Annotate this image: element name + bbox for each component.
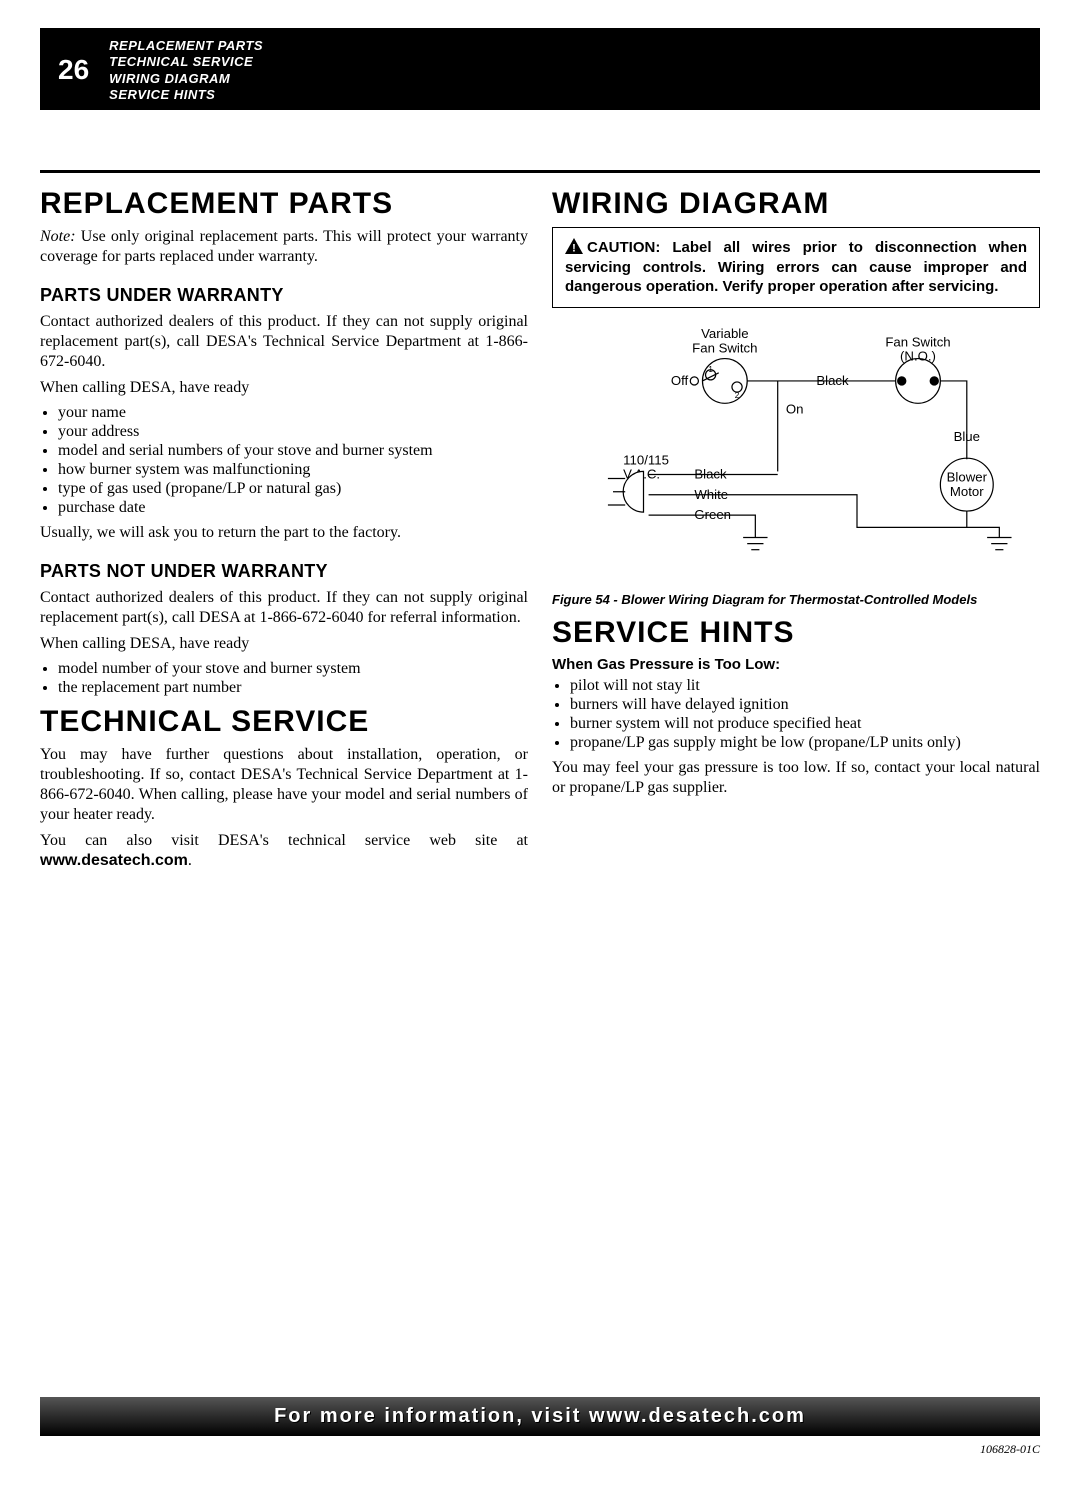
subheading-parts-not-under-warranty: PARTS NOT UNDER WARRANTY — [40, 561, 528, 582]
ground-right-icon — [987, 537, 1011, 549]
list-item: purchase date — [58, 499, 528, 517]
header-line: TECHNICAL SERVICE — [109, 54, 263, 70]
figure-caption: Figure 54 - Blower Wiring Diagram for Th… — [552, 592, 1040, 608]
caution-text: CAUTION: Label all wires prior to discon… — [565, 239, 1027, 295]
two-column-layout: REPLACEMENT PARTS Note: Use only origina… — [40, 179, 1040, 877]
heading-replacement-parts: REPLACEMENT PARTS — [40, 187, 528, 221]
list-item: your address — [58, 423, 528, 441]
paragraph: Contact authorized dealers of this produ… — [40, 312, 528, 372]
paragraph: You may have further questions about ins… — [40, 745, 528, 825]
wiring-diagram-svg: Variable Fan Switch Fan Switch (N.O.) Of… — [552, 324, 1040, 588]
label-vac-1: 110/115 — [623, 452, 669, 467]
text: You can also visit DESA's technical serv… — [40, 832, 528, 849]
list-item: type of gas used (propane/LP or natural … — [58, 480, 528, 498]
list-item: your name — [58, 404, 528, 422]
paragraph: Usually, we will ask you to return the p… — [40, 523, 528, 543]
wire-blue — [940, 380, 966, 458]
terminal-2-label: 2 — [735, 391, 740, 400]
note-text: Use only original replacement parts. Thi… — [40, 228, 528, 265]
heading-wiring-diagram: WIRING DIAGRAM — [552, 187, 1040, 221]
page-number: 26 — [40, 28, 107, 110]
header-line: REPLACEMENT PARTS — [109, 38, 263, 54]
terminal-1-label: 1 — [708, 364, 713, 373]
heading-service-hints: SERVICE HINTS — [552, 616, 1040, 650]
header-section-list: REPLACEMENT PARTS TECHNICAL SERVICE WIRI… — [107, 28, 263, 110]
label-no: (N.O.) — [900, 348, 936, 363]
list-item: propane/LP gas supply might be low (prop… — [570, 734, 1040, 752]
list-item: pilot will not stay lit — [570, 677, 1040, 695]
note-paragraph: Note: Use only original replacement part… — [40, 227, 528, 267]
switch-contact-right-icon — [930, 376, 938, 384]
warranty-list: your name your address model and serial … — [58, 404, 528, 517]
website-link-text: www.desatech.com — [40, 852, 188, 869]
label-variable: Variable — [701, 326, 748, 341]
paragraph: When calling DESA, have ready — [40, 634, 528, 654]
label-off: Off — [671, 372, 689, 387]
document-number: 106828-01C — [40, 1442, 1040, 1457]
ground-left-icon — [743, 537, 767, 549]
page: 26 REPLACEMENT PARTS TECHNICAL SERVICE W… — [0, 28, 1080, 1497]
paragraph: When calling DESA, have ready — [40, 378, 528, 398]
wire-green-2 — [967, 527, 1000, 537]
caution-box: !CAUTION: Label all wires prior to disco… — [552, 227, 1040, 308]
not-warranty-list: model number of your stove and burner sy… — [58, 660, 528, 697]
list-item: burners will have delayed ignition — [570, 696, 1040, 714]
off-node-icon — [690, 376, 698, 384]
subheading-parts-under-warranty: PARTS UNDER WARRANTY — [40, 285, 528, 306]
footer-bar: For more information, visit www.desatech… — [40, 1397, 1040, 1436]
paragraph: Contact authorized dealers of this produ… — [40, 588, 528, 628]
list-item: the replacement part number — [58, 679, 528, 697]
list-item: model and serial numbers of your stove a… — [58, 442, 528, 460]
right-column: WIRING DIAGRAM !CAUTION: Label all wires… — [552, 179, 1040, 877]
header-line: WIRING DIAGRAM — [109, 71, 263, 87]
list-item: how burner system was malfunctioning — [58, 461, 528, 479]
left-column: REPLACEMENT PARTS Note: Use only origina… — [40, 179, 528, 877]
wiring-diagram-figure: Variable Fan Switch Fan Switch (N.O.) Of… — [552, 324, 1040, 584]
service-hints-list: pilot will not stay lit burners will hav… — [570, 677, 1040, 752]
footer-text: For more information, visit www.desatech… — [274, 1405, 806, 1427]
label-fan-switch: Fan Switch — [692, 340, 757, 355]
switch-contact-left-icon — [898, 376, 906, 384]
warning-triangle-icon: ! — [565, 238, 583, 254]
heading-technical-service: TECHNICAL SERVICE — [40, 705, 528, 739]
label-blower: Blower — [947, 469, 988, 484]
divider-rule — [40, 170, 1040, 173]
label-on: On — [786, 401, 804, 416]
paragraph: You may feel your gas pressure is too lo… — [552, 758, 1040, 798]
svg-text:!: ! — [572, 243, 576, 255]
service-hints-lead: When Gas Pressure is Too Low: — [552, 656, 1040, 673]
paragraph: You can also visit DESA's technical serv… — [40, 831, 528, 871]
label-motor: Motor — [950, 483, 984, 498]
header-band: 26 REPLACEMENT PARTS TECHNICAL SERVICE W… — [40, 28, 1040, 110]
header-line: SERVICE HINTS — [109, 87, 263, 103]
label-fan-switch-no: Fan Switch — [885, 334, 950, 349]
text: . — [188, 852, 192, 869]
list-item: model number of your stove and burner sy… — [58, 660, 528, 678]
note-lead: Note: — [40, 228, 76, 245]
list-item: burner system will not produce specified… — [570, 715, 1040, 733]
